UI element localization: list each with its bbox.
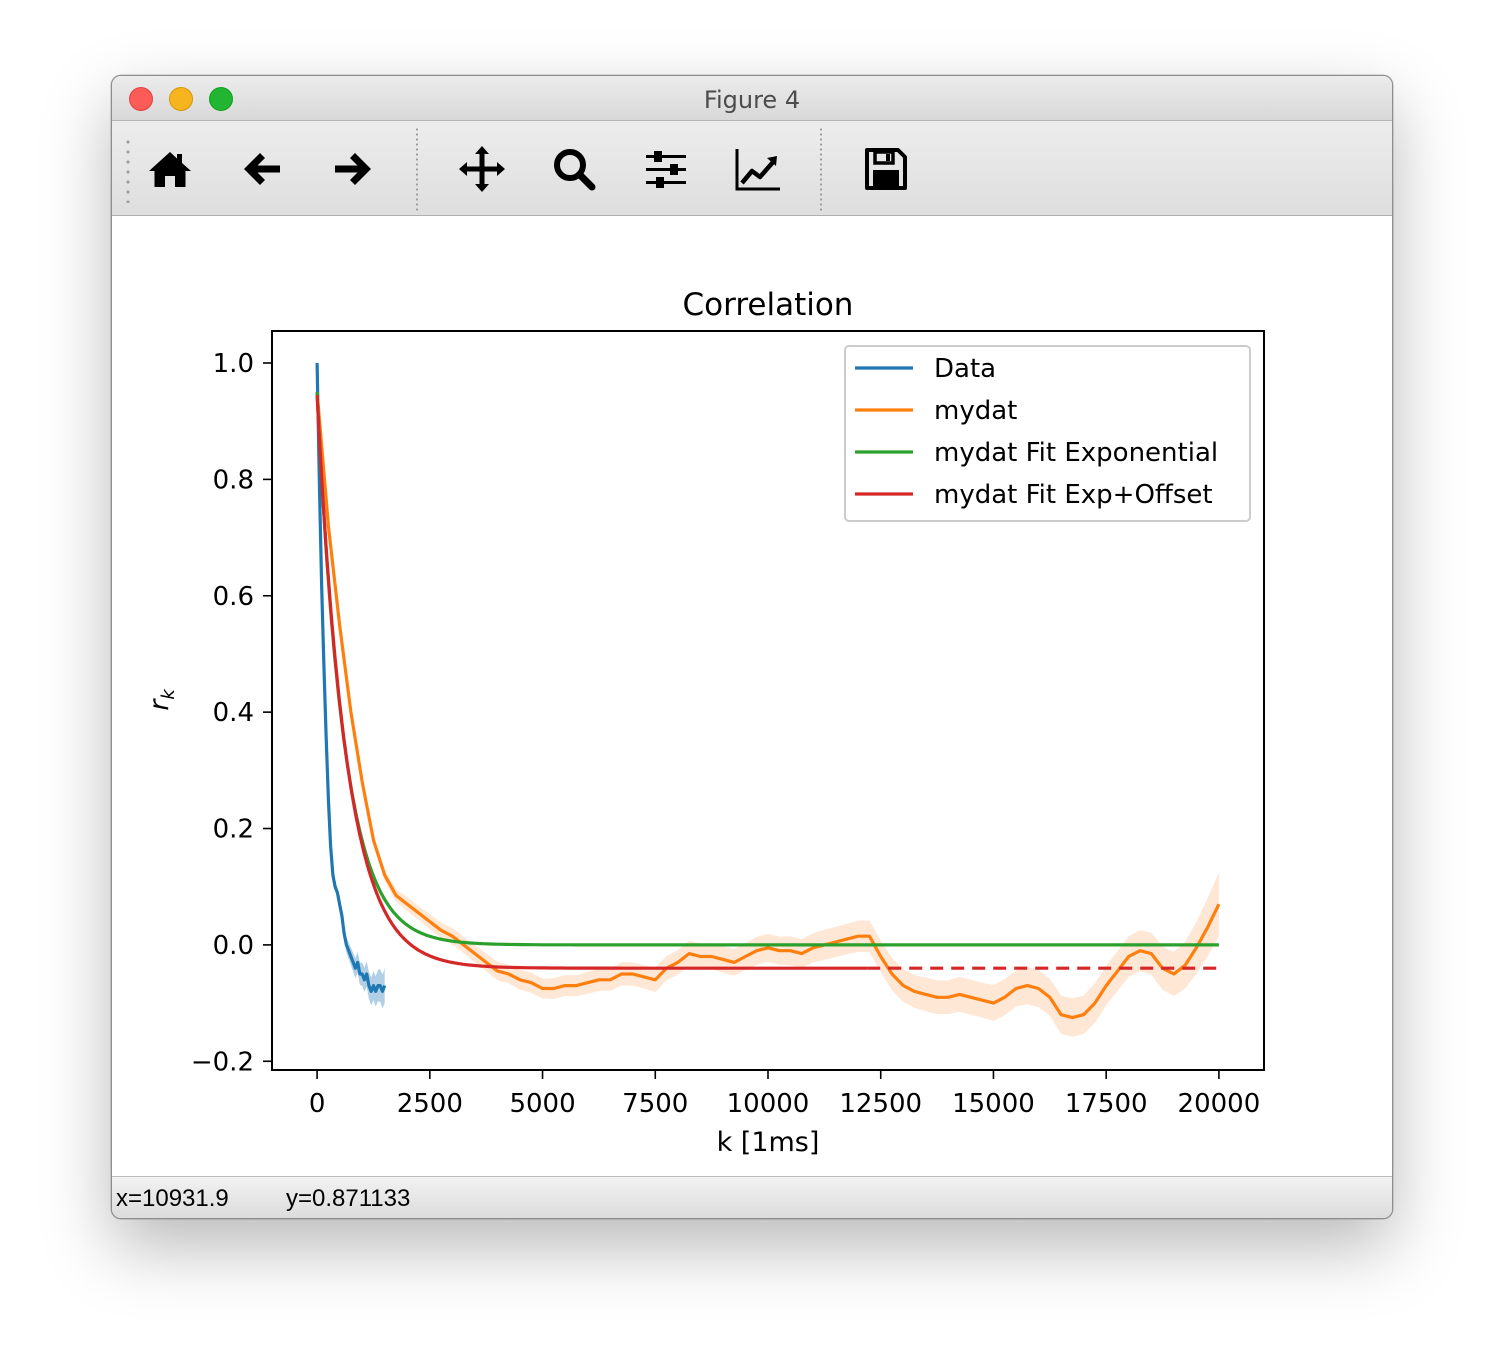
home-button[interactable]: [144, 143, 196, 195]
sliders-icon: [646, 151, 686, 188]
status-bar: x=10931.9 y=0.871133: [112, 1176, 1392, 1218]
subplots-button[interactable]: [640, 143, 692, 195]
magnifier-icon: [554, 149, 596, 191]
line-chart-icon: [735, 149, 780, 191]
toolbar-separator: [416, 127, 418, 213]
y-tick-label: −0.2: [191, 1047, 254, 1077]
legend-label: mydat: [934, 396, 1017, 426]
data-confidence-band: [317, 360, 385, 1009]
title-bar[interactable]: Figure 4: [112, 76, 1392, 121]
toolbar-grip[interactable]: [126, 137, 130, 203]
zoom-window-button[interactable]: [209, 87, 233, 111]
cursor-x-readout: x=10931.9: [116, 1185, 229, 1212]
cursor-y-readout: y=0.871133: [286, 1185, 411, 1212]
minimize-button[interactable]: [169, 87, 193, 111]
floppy-disk-icon: [865, 148, 907, 190]
mydat-fit-exp-offset-line: [315, 394, 868, 970]
back-button[interactable]: [236, 143, 288, 195]
x-tick-label: 5000: [509, 1089, 575, 1119]
legend-label: Data: [934, 354, 996, 384]
arrow-left-icon: [244, 153, 280, 185]
x-tick-label: 15000: [952, 1089, 1035, 1119]
x-tick-label: 7500: [622, 1089, 688, 1119]
edit-axes-button[interactable]: [732, 143, 784, 195]
move-icon: [459, 146, 505, 192]
x-tick-label: 2500: [397, 1089, 463, 1119]
y-axis-label-subscript: k: [158, 688, 179, 700]
home-icon: [149, 152, 191, 187]
x-axis-label: k [1ms]: [717, 1127, 820, 1158]
data-line: [315, 362, 387, 993]
y-tick-label: 0.6: [213, 582, 254, 612]
y-tick-label: 0.2: [213, 815, 254, 845]
figure-canvas[interactable]: 0 2500 5000 7500 10000 12500 15000 17500 20000 −…: [112, 216, 1392, 1176]
x-tick-label: 10000: [727, 1089, 810, 1119]
window-title: Figure 4: [703, 86, 801, 114]
y-tick-label: 0.4: [213, 698, 254, 728]
navigation-toolbar: [112, 121, 1392, 216]
y-axis-label: rk: [144, 688, 179, 711]
close-button[interactable]: [129, 87, 153, 111]
arrow-right-icon: [335, 153, 371, 185]
legend-label: mydat Fit Exponential: [934, 438, 1218, 468]
x-tick-label: 17500: [1065, 1089, 1148, 1119]
mydat-line: [315, 391, 1221, 1020]
legend-frame: [844, 345, 1251, 522]
legend-label: mydat Fit Exp+Offset: [934, 480, 1213, 510]
x-tick-label: 20000: [1178, 1089, 1261, 1119]
x-tick-label: 0: [309, 1089, 326, 1119]
y-tick-label: 0.8: [213, 465, 254, 495]
y-tick-label: 0.0: [213, 931, 254, 961]
legend: Data mydat mydat Fit Exponential mydat Fit …: [844, 345, 1251, 522]
zoom-button[interactable]: [548, 143, 600, 195]
y-axis-label-main: r: [144, 698, 175, 711]
save-button[interactable]: [860, 143, 912, 195]
chart[interactable]: 0 2500 5000 7500 10000 12500 15000 17500 20000 −…: [112, 216, 1392, 1176]
figure-window: Figure 4: [111, 75, 1393, 1219]
pan-button[interactable]: [456, 143, 508, 195]
chart-title: Correlation: [683, 287, 854, 323]
toolbar-separator: [820, 127, 822, 213]
forward-button[interactable]: [327, 143, 379, 195]
y-tick-label: 1.0: [213, 349, 254, 379]
x-tick-label: 12500: [839, 1089, 922, 1119]
mydat-confidence-band: [317, 389, 1219, 1037]
